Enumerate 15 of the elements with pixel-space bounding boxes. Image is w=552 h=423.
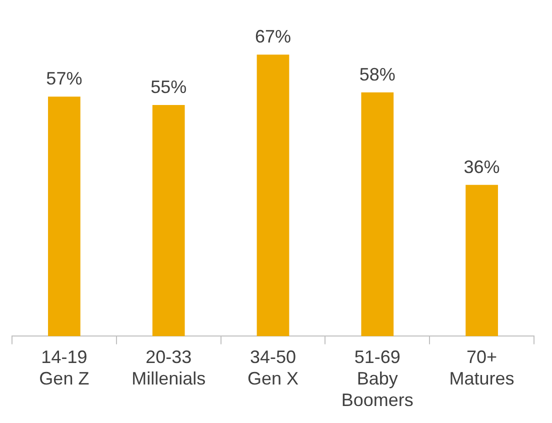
x-tick-label: 34-50 Gen X [247, 346, 299, 389]
x-tick-label: 14-19 Gen Z [39, 346, 90, 389]
bar [361, 92, 394, 336]
bar [256, 54, 290, 336]
bar [466, 184, 498, 336]
data-label: 57% [46, 68, 82, 89]
data-label: 55% [150, 77, 187, 98]
bar [152, 105, 185, 336]
data-label: 67% [254, 26, 292, 47]
bar [48, 96, 80, 336]
x-tick-label: 51-69 Baby Boomers [341, 346, 414, 410]
x-tick-label: 70+ Matures [449, 346, 514, 389]
data-label: 58% [359, 64, 396, 84]
x-tick-label: 20-33 Millenials [132, 346, 206, 389]
data-label: 36% [464, 156, 500, 177]
